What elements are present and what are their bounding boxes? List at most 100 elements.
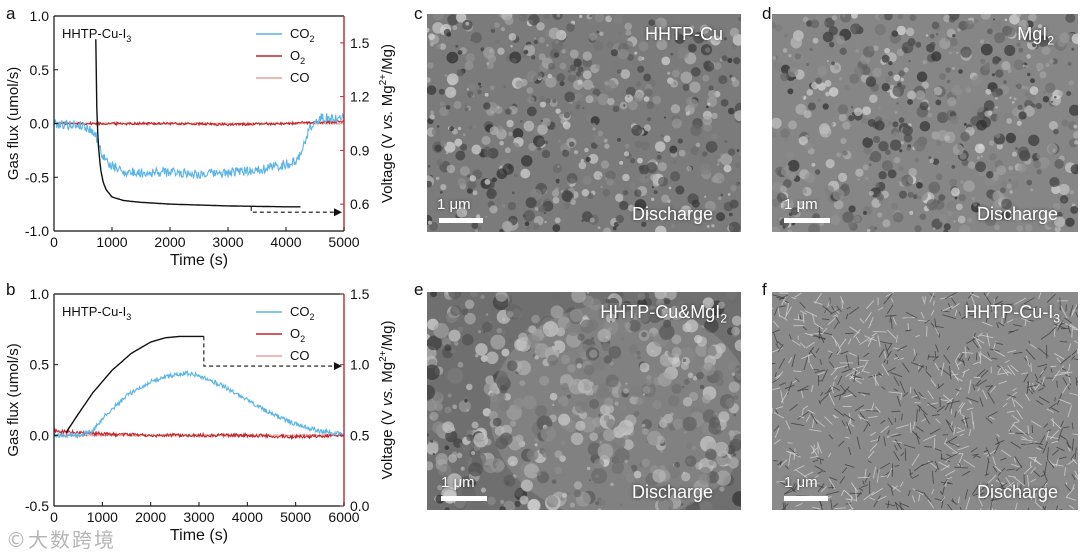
sem-grain [537,147,541,151]
sem-grain [454,139,462,147]
sem-grain [1018,48,1023,53]
sem-grain [1003,80,1007,84]
sem-grain [888,61,893,66]
sem-grain [1027,73,1030,76]
sem-grain [904,67,909,72]
sem-grain [960,132,970,142]
sem-grain [919,179,923,183]
sem-grain [576,105,581,110]
sem-grain [554,126,558,130]
sem-grain [612,61,618,67]
sem-grain [573,59,581,67]
sem-grain [645,88,653,96]
sem-grain [616,215,624,223]
sem-grain [975,161,986,172]
sem-grain [581,220,583,222]
sem-grain [882,219,890,227]
sem-grain [490,126,499,135]
sem-grain [446,301,449,304]
voltage-axis-arrow [204,336,338,366]
sem-grain [992,57,999,64]
sem-grain [780,72,789,81]
sem-grain [526,226,531,231]
sem-grain [618,49,629,60]
sem-grain [1006,133,1016,143]
sem-grain [557,73,566,82]
sem-grain [504,16,513,25]
sem-grain [466,409,469,412]
sem-grain [590,218,595,223]
legend-label: CO [290,70,310,85]
sem-grain [1065,157,1067,159]
sem-grain [1049,59,1054,64]
sem-grain [485,93,489,97]
sem-grain [472,422,479,429]
sem-grain [1030,86,1039,95]
sem-grain [970,224,974,228]
sem-grain [830,122,834,126]
sem-grain [703,227,706,230]
y-right-axis-label: Voltage (V vs. Mg2+/Mg) [378,321,396,480]
panel-letter-d: d [762,4,771,24]
sem-grain [458,178,466,186]
sem-grain [822,103,828,109]
sem-grain [669,146,677,154]
legend-text: CO [290,26,310,41]
sem-grain [1001,61,1010,70]
sem-grain [868,119,876,127]
sem-grain [901,85,905,89]
sem-grain [1054,159,1064,169]
sem-grain [703,116,712,125]
sem-grain [1014,129,1019,134]
sem-grain [855,168,863,176]
sem-grain [696,143,701,148]
sem-grain [1014,422,1019,423]
series-voltage [66,336,204,432]
sem-grain [922,60,926,64]
sem-grain [976,120,987,131]
sem-grain [1024,86,1028,90]
sem-grain [598,226,601,229]
legend-label: CO [290,348,310,363]
sem-grain [463,133,466,136]
sem-grain [920,213,927,220]
sem-grain [931,51,941,61]
sem-grain [848,205,855,212]
sem-grain [730,28,739,37]
sem-grain [617,69,622,74]
sem-grain [491,320,496,325]
sem-grain [820,460,821,465]
sem-grain [780,225,782,227]
sem-grain [448,454,457,463]
sem-grain [836,36,845,45]
sem-grain [536,22,545,31]
sem-grain [428,33,435,40]
sem-grain [706,141,718,153]
y-left-tick-label: 0.0 [30,116,50,132]
sem-grain [1012,101,1015,104]
sem-grain [520,169,530,179]
x-axis-label: Time (s) [170,527,228,544]
sem-grain [455,151,465,161]
sem-grain [602,189,610,197]
sem-grain [553,197,560,204]
sem-grain [605,177,608,180]
sem-grain [652,186,654,188]
sem-grain [934,87,943,96]
sem-grain [576,71,582,77]
sem-grain [1008,69,1012,73]
sem-grain [846,504,851,505]
sem-grain [815,169,820,174]
sem-grain [509,33,517,41]
scale-label-c: 1 μm [437,196,471,213]
sem-grain [955,197,958,200]
sem-grain [873,136,880,143]
sem-grain [598,131,604,137]
sem-grain [552,40,564,52]
legend-label: CO2 [290,304,315,322]
sem-grain [552,190,559,197]
sem-grain [944,223,951,230]
sem-grain [472,200,481,209]
sem-grain [453,58,456,61]
sem-grain [730,199,739,208]
